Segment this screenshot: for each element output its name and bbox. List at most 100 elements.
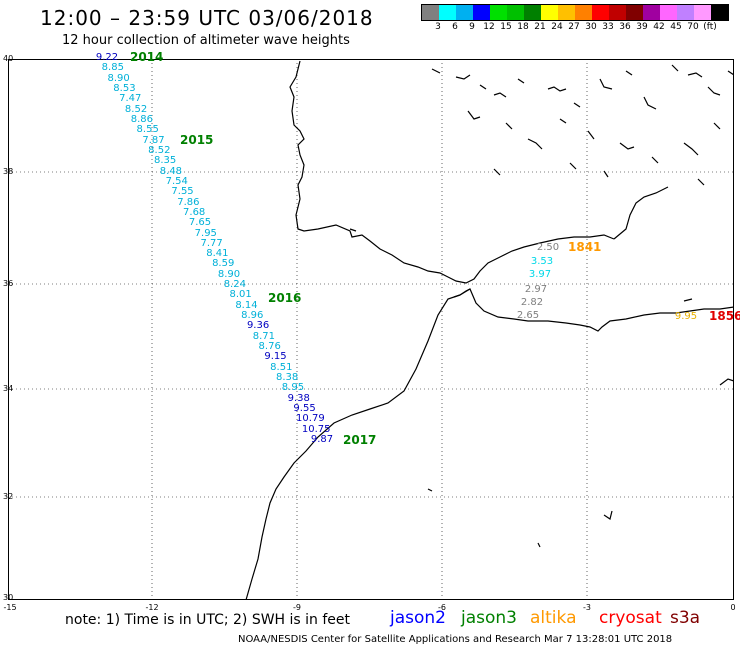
coastline-fragment (603, 170, 609, 178)
wave-height-label: 8.52 (148, 144, 171, 156)
wave-height-label: 8.38 (275, 372, 299, 384)
coastline-fragment (527, 138, 543, 150)
color-scale-label: 18 (517, 22, 529, 32)
coastline-fragment (687, 72, 703, 78)
wave-height-label: 9.36 (246, 320, 270, 332)
latitude-tick-label: 34 (3, 384, 14, 393)
color-scale-swatch (439, 5, 456, 20)
color-scale-swatch (507, 5, 524, 20)
coastline-strait (453, 288, 471, 298)
color-scale-swatch (422, 5, 439, 20)
wave-height-label: 7.47 (119, 93, 142, 105)
coastline-fragment (569, 162, 577, 170)
wave-height-label: 2.82 (520, 297, 544, 308)
color-scale-swatch (592, 5, 609, 20)
map-panel (8, 59, 734, 600)
color-scale-swatch (609, 5, 626, 20)
wave-height-label: 9.22 (95, 52, 119, 63)
wave-height-label: 8.96 (241, 310, 264, 322)
wave-height-label: 3.97 (528, 269, 552, 280)
color-scale-swatch (541, 5, 558, 20)
legend-s3a: s3a (670, 608, 701, 628)
coastline-fragment (643, 96, 657, 110)
coastline-fragment (683, 142, 699, 156)
wave-height-label: 2.50 (536, 242, 560, 253)
color-scale-label: 3 (435, 22, 441, 32)
wave-height-label: 8.76 (258, 341, 281, 353)
wave-height-label: 7.55 (171, 186, 194, 198)
wave-height-label: 7.86 (177, 196, 200, 208)
longitude-tick-label: -9 (293, 603, 301, 612)
color-scale-label: 30 (585, 22, 597, 32)
coastline-fragment (727, 70, 734, 76)
color-scale-label: 45 (670, 22, 682, 32)
wave-height-label: 8.35 (153, 155, 177, 167)
footer-note: note: 1) Time is in UTC; 2) SWH is in fe… (65, 612, 351, 628)
map-frame (8, 59, 734, 600)
coastline-fragment (547, 86, 567, 92)
coastline-fragment (671, 64, 679, 72)
longitude-tick-label: 0 (730, 603, 736, 612)
wave-height-label: 7.95 (194, 227, 217, 239)
coastline-fragment (431, 68, 441, 74)
color-scale-swatch (643, 5, 660, 20)
coastline-fragment (505, 122, 513, 130)
longitude-tick-label: -3 (583, 603, 591, 612)
legend-altika: altika (530, 608, 577, 628)
wave-height-label: 8.71 (252, 330, 276, 342)
coastline-fragment (587, 130, 595, 140)
coastline-north-africa (459, 288, 734, 332)
wave-height-label: 10.79 (296, 413, 325, 425)
wave-height-label: 8.86 (130, 113, 153, 125)
coastline-fragment (603, 510, 613, 520)
latitude-tick-label: 40 (3, 54, 14, 63)
color-scale-bar (421, 4, 729, 21)
color-scale-swatch (711, 5, 728, 20)
coastline-fragment (517, 78, 525, 84)
color-scale-swatch (558, 5, 575, 20)
longitude-tick-label: -15 (3, 603, 17, 612)
coastline-fragment (619, 142, 635, 150)
wave-height-label: 8.95 (281, 382, 305, 394)
wave-height-label: 2.65 (516, 310, 540, 321)
coastline-fragment (493, 168, 501, 176)
graticule (8, 59, 734, 600)
wave-height-label: 8.41 (206, 248, 229, 260)
color-scale-label: 42 (653, 22, 665, 32)
longitude-tick-label: -6 (438, 603, 446, 612)
wave-height-label: 7.54 (165, 175, 188, 187)
coastline-fragment (479, 84, 487, 90)
color-scale-swatch (575, 5, 592, 20)
wave-height-label: 7.68 (183, 206, 206, 218)
wave-height-label: 8.85 (101, 62, 124, 74)
track-time-label: 2016 (268, 291, 302, 305)
wave-height-label: 7.87 (142, 134, 165, 146)
coastline-fragment (683, 298, 693, 302)
wave-height-label: 9.38 (287, 392, 310, 404)
latitude-tick-label: 30 (3, 593, 14, 602)
legend-cryosat: cryosat (599, 608, 662, 628)
wave-height-label: 7.77 (200, 237, 223, 249)
coastline-fragment (427, 488, 433, 492)
wave-height-label: 9.15 (264, 351, 287, 363)
color-scale-labels: 3 6 9 12 15 18 21 24 27 30 33 36 39 42 45 70 (ft) (421, 22, 740, 34)
latitude-tick-label: 38 (3, 167, 14, 176)
wave-height-label: 9.87 (310, 434, 334, 445)
longitude-tick-label: -12 (145, 603, 159, 612)
legend-jason2: jason2 (390, 608, 446, 628)
track-time-label: 2017 (343, 433, 377, 447)
map-title: 12:00 – 23:59 UTC 03/06/2018 (40, 6, 374, 30)
wave-height-label: 8.55 (136, 124, 159, 136)
track-time-label: 2014 (130, 50, 164, 64)
color-scale-label: 21 (534, 22, 546, 32)
coastline-fragment (625, 70, 633, 76)
color-scale-swatch (677, 5, 694, 20)
coastline-fragment (467, 110, 481, 120)
color-scale-swatch (473, 5, 490, 20)
coastline-fragment (697, 178, 705, 186)
coastline-fragment (707, 86, 721, 96)
track-time-label: 1856 (709, 309, 740, 323)
coastline-fragment (719, 378, 734, 386)
wave-height-label: 9.95 (674, 311, 698, 322)
wave-height-label: 2.97 (524, 284, 548, 295)
